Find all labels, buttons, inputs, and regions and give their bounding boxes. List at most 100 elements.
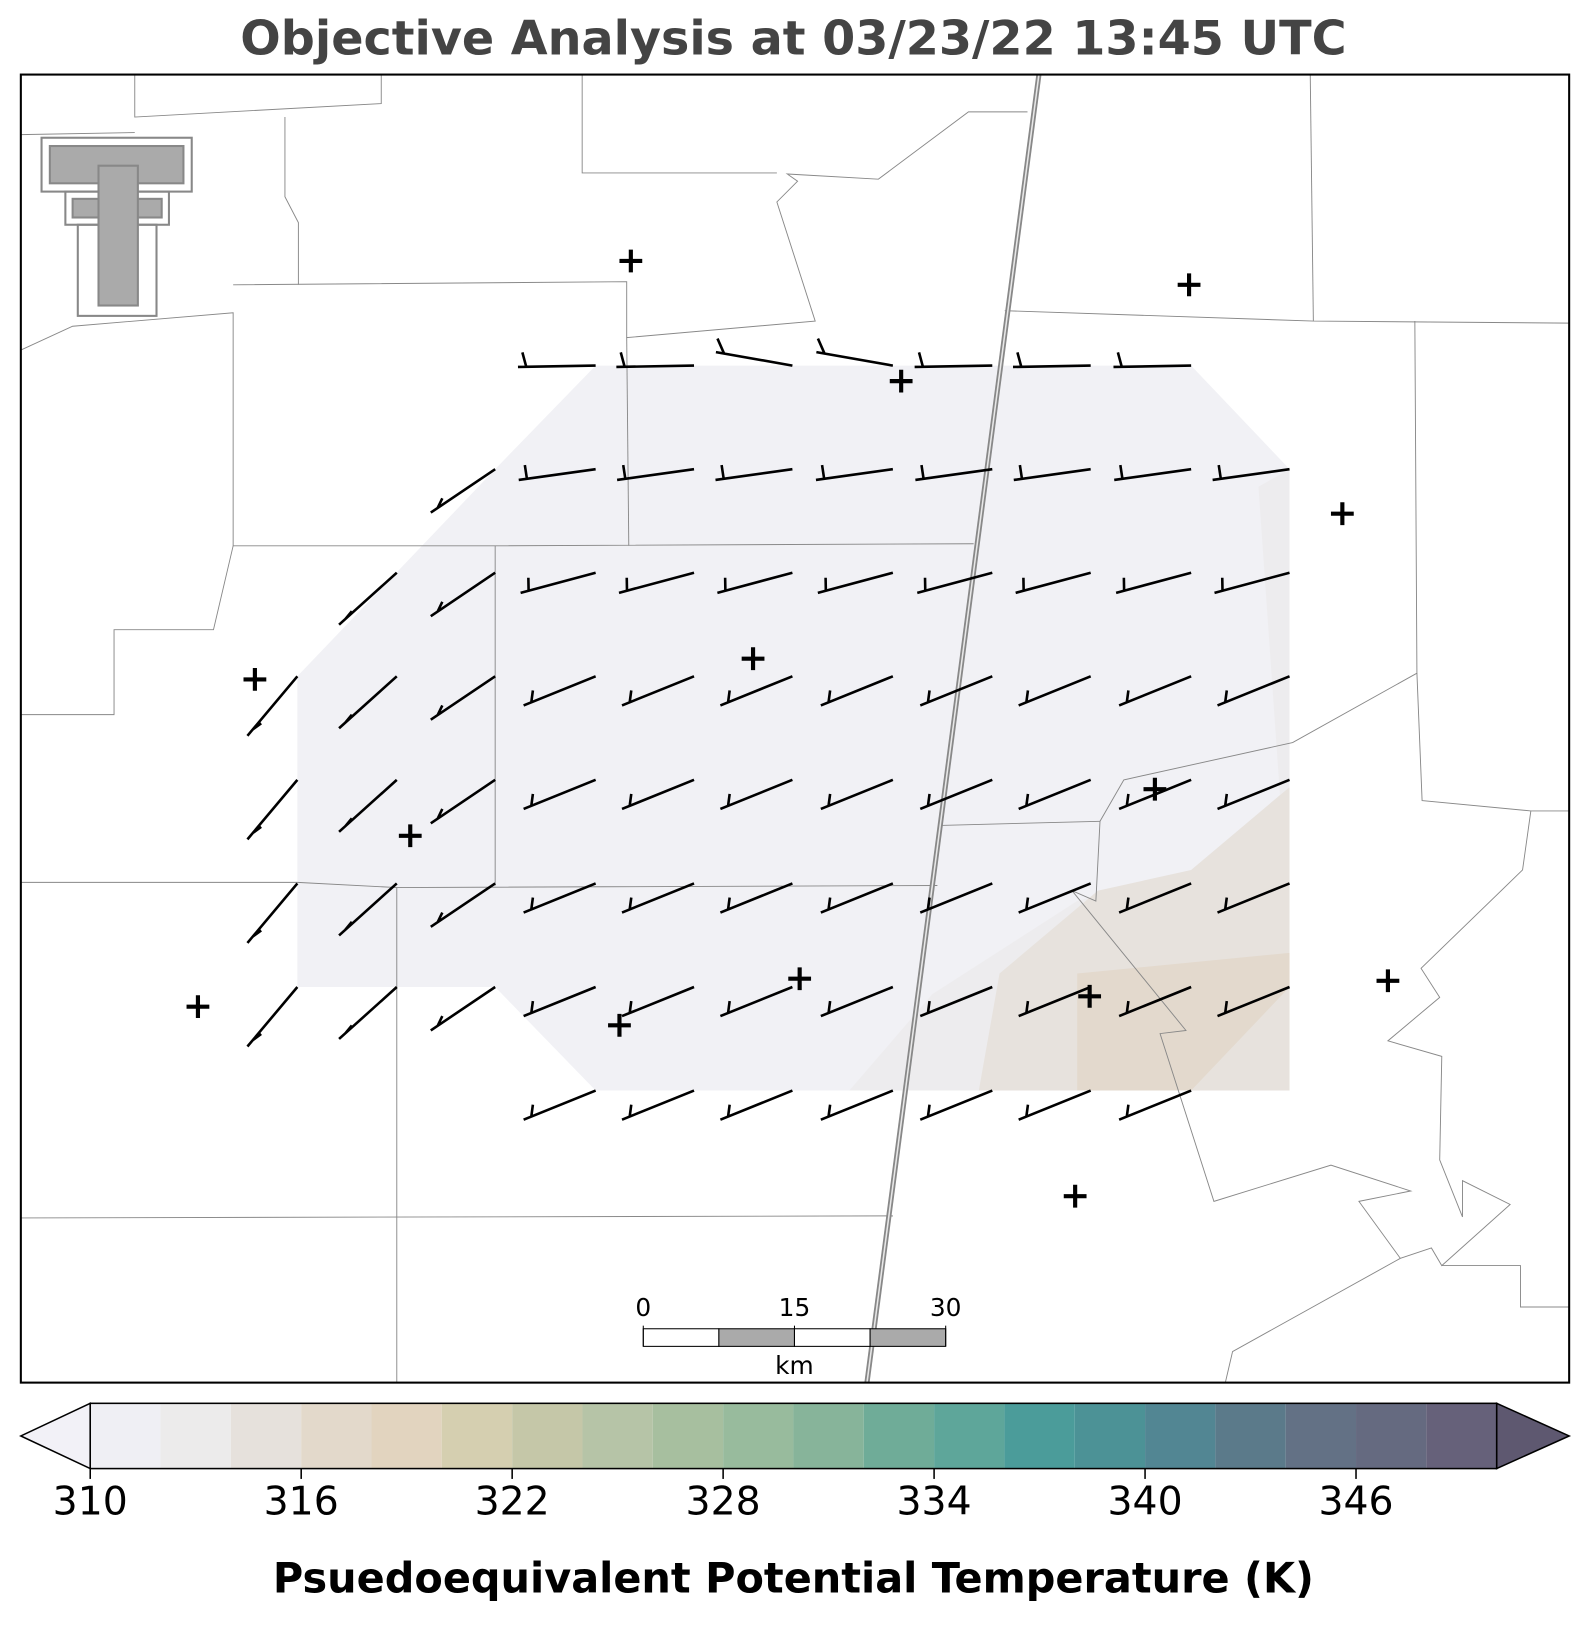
- station-marker: [243, 668, 267, 691]
- wind-barb: [820, 985, 894, 1018]
- scale-segment: [642, 1328, 720, 1347]
- wind-barb: [1214, 571, 1290, 595]
- wind-barb: [1018, 882, 1092, 914]
- wind-barbs: [246, 338, 1291, 1121]
- colorbar-bin: [441, 1403, 513, 1469]
- scale-segment: [793, 1328, 871, 1347]
- wind-barb: [430, 468, 496, 514]
- colorbar-tick-label: 346: [1318, 1478, 1393, 1524]
- wind-barb: [616, 352, 695, 369]
- colorbar-bin: [793, 1403, 864, 1469]
- wind-barb: [816, 338, 894, 367]
- wind-barb: [1018, 1089, 1092, 1121]
- wind-barb: [817, 571, 894, 595]
- station-marker: [1330, 502, 1354, 526]
- colorbar: 310 316 322 328 334 340 346: [19, 1402, 1572, 1524]
- colorbar-bin: [1215, 1403, 1286, 1469]
- wind-barb: [338, 986, 398, 1040]
- wind-barb: [338, 778, 398, 833]
- wind-barb: [621, 882, 695, 914]
- wind-barb: [1013, 464, 1091, 482]
- colorbar-label: Psuedoequivalent Potential Temperature (…: [273, 1554, 1314, 1602]
- colorbar-bin: [90, 1403, 161, 1469]
- station-marker: [889, 369, 913, 393]
- wind-barb: [246, 675, 299, 737]
- wind-barb: [715, 464, 793, 482]
- scale-unit: km: [775, 1351, 814, 1380]
- colorbar-bin: [934, 1403, 1005, 1469]
- colorbar-frame: [89, 1402, 1498, 1470]
- wind-barb: [719, 778, 793, 811]
- colorbar-bin: [1074, 1403, 1146, 1469]
- wind-barb: [523, 778, 597, 811]
- analysis-field: [1077, 952, 1290, 1091]
- scale-tick-label: 15: [779, 1293, 811, 1322]
- wind-barb: [815, 464, 894, 482]
- station-marker: [1376, 969, 1400, 993]
- wind-barb: [1113, 352, 1192, 369]
- wind-barb: [430, 985, 496, 1032]
- wind-barb: [919, 675, 993, 707]
- colorbar-bin: [230, 1403, 302, 1469]
- wind-barb: [246, 986, 299, 1048]
- map-frame: [19, 73, 1571, 1384]
- colorbar-bin: [723, 1403, 794, 1469]
- colorbar-bin: [1426, 1403, 1497, 1469]
- wind-barb: [621, 985, 695, 1018]
- wind-barb: [523, 1089, 597, 1121]
- colorbar-tick-label: 316: [264, 1478, 339, 1524]
- scale-segment: [869, 1328, 947, 1347]
- wind-barb: [621, 778, 695, 811]
- wind-barb: [430, 882, 496, 928]
- wind-barb: [338, 675, 398, 730]
- wind-barb: [1015, 571, 1092, 595]
- station-marker: [1063, 1184, 1087, 1208]
- colorbar-bin: [301, 1403, 372, 1469]
- county-lines: [20, 74, 1570, 1383]
- wind-barb: [1217, 778, 1291, 811]
- colorbar-tick-label: 322: [475, 1478, 550, 1524]
- colorbar-bin: [371, 1403, 442, 1469]
- analysis-field: [297, 365, 1290, 1091]
- colorbar-tick-label: 340: [1108, 1478, 1183, 1524]
- scale-bar: km 0 15 30: [635, 1293, 961, 1380]
- wind-barb: [1217, 985, 1291, 1018]
- title: Objective Analysis at 03/23/22 13:45 UTC: [240, 11, 1346, 66]
- stations: [186, 249, 1400, 1208]
- station-marker: [1143, 777, 1167, 801]
- colorbar-bin: [863, 1403, 935, 1469]
- colorbar-extend-high: [1495, 1402, 1572, 1470]
- wind-barb: [1012, 352, 1091, 369]
- scale-tick-label: 0: [635, 1293, 651, 1322]
- colorbar-extend-low: [19, 1402, 92, 1470]
- wind-barb: [915, 464, 993, 482]
- wind-barb: [246, 882, 299, 944]
- station-marker: [1177, 273, 1201, 297]
- wind-barb: [1114, 464, 1192, 482]
- colorbar-tick-label: 328: [686, 1478, 761, 1524]
- wind-barb: [246, 779, 299, 841]
- wind-barb: [1018, 985, 1092, 1018]
- station-marker: [788, 967, 812, 991]
- wind-barb: [919, 985, 993, 1018]
- wind-barb: [338, 882, 398, 937]
- wind-barb: [919, 778, 993, 811]
- wind-barb: [1118, 985, 1192, 1018]
- station-marker: [741, 647, 765, 671]
- wind-barb: [1018, 778, 1092, 811]
- wind-barb: [430, 675, 496, 721]
- scale-segment: [718, 1328, 795, 1347]
- colorbar-tick-label: 310: [53, 1478, 128, 1524]
- colorbar-bin: [1004, 1403, 1075, 1469]
- wind-barb: [338, 571, 398, 626]
- scale-tick-label: 30: [930, 1293, 962, 1322]
- wind-barb: [1115, 571, 1192, 595]
- wind-barb: [820, 778, 894, 811]
- wind-barb: [1118, 1089, 1192, 1121]
- wind-barb: [1018, 675, 1092, 707]
- colorbar-bin: [1285, 1403, 1357, 1469]
- wind-barb: [523, 675, 597, 707]
- wind-barb: [715, 338, 793, 367]
- map: km 0 15 30: [19, 73, 1571, 1384]
- wind-barb: [719, 675, 793, 707]
